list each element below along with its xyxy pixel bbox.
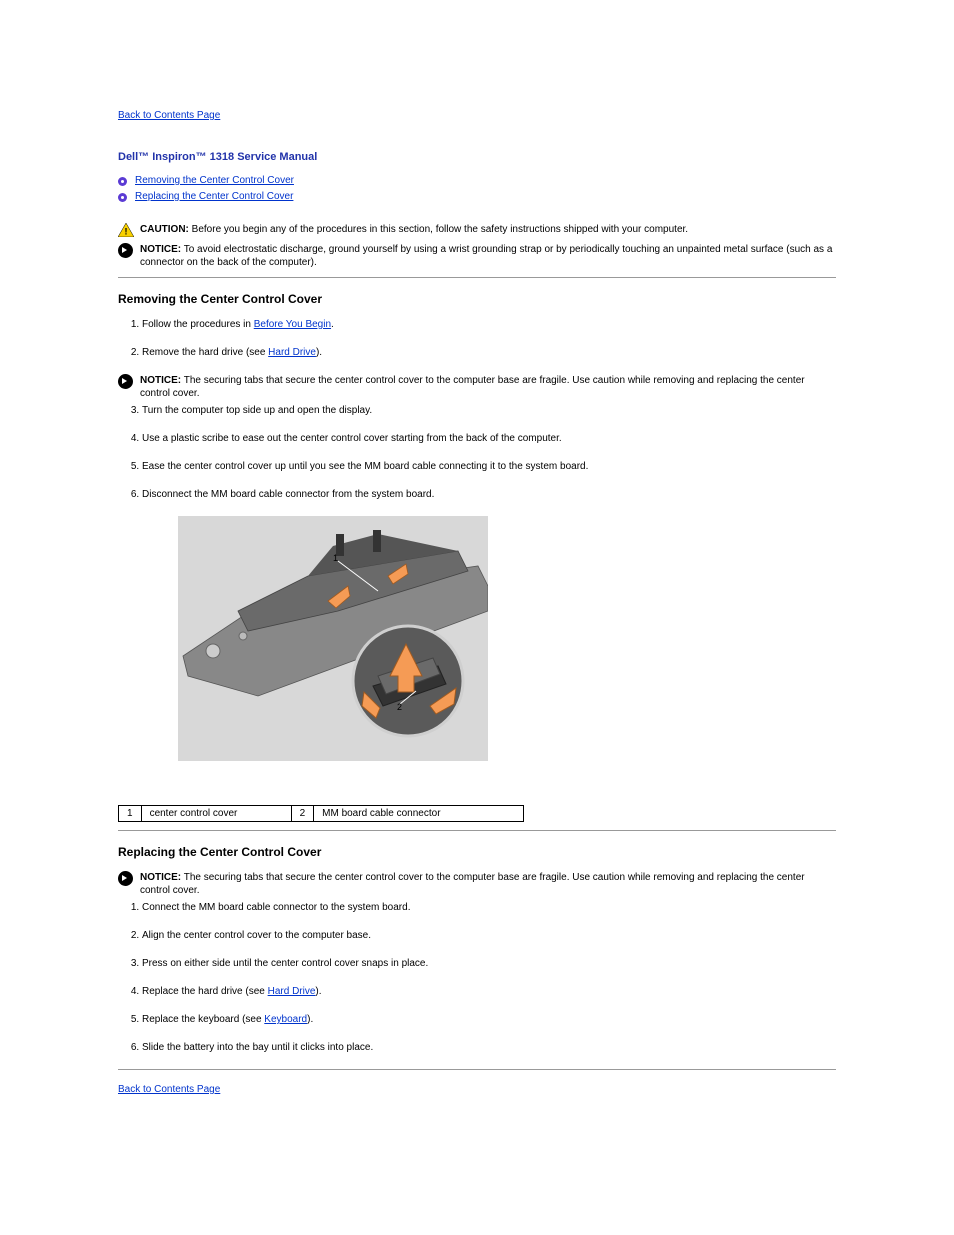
step-text-close: ). xyxy=(315,986,321,997)
notice-esd: NOTICE: To avoid electrostatic discharge… xyxy=(118,243,836,269)
notice-body: To avoid electrostatic discharge, ground… xyxy=(140,244,832,268)
title-prefix: Dell™ Inspiron™ 1318 xyxy=(118,151,234,163)
notice-fragile-2: NOTICE: The securing tabs that secure th… xyxy=(118,871,836,897)
step-text: Replace the keyboard (see xyxy=(142,1014,264,1025)
caution-notice: ! CAUTION: Before you begin any of the p… xyxy=(118,223,836,237)
notice-label: NOTICE: xyxy=(140,244,181,255)
notice-icon xyxy=(118,871,133,886)
separator xyxy=(118,830,836,831)
step-1: Follow the procedures in Before You Begi… xyxy=(142,318,836,332)
notice-text: NOTICE: The securing tabs that secure th… xyxy=(140,374,836,400)
step-text: Replace the hard drive (see xyxy=(142,986,268,997)
section-remove-title: Removing the Center Control Cover xyxy=(118,292,836,306)
back-link-text: Back to Contents Page xyxy=(118,1084,220,1095)
remove-steps-b: Turn the computer top side up and open t… xyxy=(118,404,836,502)
step-r6: Slide the battery into the bay until it … xyxy=(142,1041,836,1055)
figure-legend: 1 center control cover 2 MM board cable … xyxy=(118,805,524,822)
svg-text:!: ! xyxy=(125,227,128,237)
bullet-icon xyxy=(118,193,127,202)
step-r3: Press on either side until the center co… xyxy=(142,957,836,971)
step-text: Follow the procedures in xyxy=(142,319,254,330)
step-r5: Replace the keyboard (see Keyboard). xyxy=(142,1013,836,1027)
step-5: Ease the center control cover up until y… xyxy=(142,460,836,474)
notice-label: NOTICE: xyxy=(140,375,181,386)
step-r1: Connect the MM board cable connector to … xyxy=(142,901,836,915)
link-hard-drive[interactable]: Hard Drive xyxy=(268,347,316,358)
section-replace-title: Replacing the Center Control Cover xyxy=(118,845,836,859)
callout-2: 2 xyxy=(397,702,402,712)
caution-icon: ! xyxy=(118,223,134,237)
caution-body: Before you begin any of the procedures i… xyxy=(189,224,688,235)
toc-item-replace[interactable]: Replacing the Center Control Cover xyxy=(118,189,836,205)
replace-steps: Connect the MM board cable connector to … xyxy=(118,901,836,1055)
back-link-text: Back to Contents Page xyxy=(118,110,220,121)
bullet-icon xyxy=(118,177,127,186)
step-r4: Replace the hard drive (see Hard Drive). xyxy=(142,985,836,999)
notice-fragile-1: NOTICE: The securing tabs that secure th… xyxy=(118,374,836,400)
separator xyxy=(118,277,836,278)
step-r2: Align the center control cover to the co… xyxy=(142,929,836,943)
step-text-close: ). xyxy=(307,1014,313,1025)
back-to-contents-top[interactable]: Back to Contents Page xyxy=(118,110,836,121)
caution-text: CAUTION: Before you begin any of the pro… xyxy=(140,223,688,236)
notice-text: NOTICE: The securing tabs that secure th… xyxy=(140,871,836,897)
legend-label-2: MM board cable connector xyxy=(314,806,524,822)
doc-title: Dell™ Inspiron™ 1318 Service Manual xyxy=(118,151,836,163)
notice-icon xyxy=(118,374,133,389)
step-text-close: ). xyxy=(316,347,322,358)
toc-link-remove: Removing the Center Control Cover xyxy=(135,173,294,189)
toc: Removing the Center Control Cover Replac… xyxy=(118,173,836,205)
notice-label: NOTICE: xyxy=(140,872,181,883)
separator xyxy=(118,1069,836,1070)
remove-steps: Follow the procedures in Before You Begi… xyxy=(118,318,836,360)
step-3: Turn the computer top side up and open t… xyxy=(142,404,836,418)
notice-icon xyxy=(118,243,133,258)
callout-1: 1 xyxy=(333,553,338,563)
step-4: Use a plastic scribe to ease out the cen… xyxy=(142,432,836,446)
step-text: Remove the hard drive (see xyxy=(142,347,268,358)
link-hard-drive[interactable]: Hard Drive xyxy=(268,986,316,997)
link-before-you-begin[interactable]: Before You Begin xyxy=(254,319,331,330)
step-2: Remove the hard drive (see Hard Drive). xyxy=(142,346,836,360)
toc-link-replace: Replacing the Center Control Cover xyxy=(135,189,293,205)
legend-label-1: center control cover xyxy=(141,806,291,822)
step-6: Disconnect the MM board cable connector … xyxy=(142,488,836,502)
notice-body: The securing tabs that secure the center… xyxy=(140,375,805,399)
figure-center-control-cover: 1 2 xyxy=(178,516,488,761)
notice-body: The securing tabs that secure the center… xyxy=(140,872,805,896)
back-to-contents-bottom[interactable]: Back to Contents Page xyxy=(118,1084,836,1095)
caution-label: CAUTION: xyxy=(140,224,189,235)
legend-num-1: 1 xyxy=(119,806,142,822)
notice-text: NOTICE: To avoid electrostatic discharge… xyxy=(140,243,836,269)
title-suffix: Service Manual xyxy=(234,151,317,163)
legend-num-2: 2 xyxy=(291,806,314,822)
table-row: 1 center control cover 2 MM board cable … xyxy=(119,806,524,822)
toc-item-remove[interactable]: Removing the Center Control Cover xyxy=(118,173,836,189)
link-keyboard[interactable]: Keyboard xyxy=(264,1014,307,1025)
